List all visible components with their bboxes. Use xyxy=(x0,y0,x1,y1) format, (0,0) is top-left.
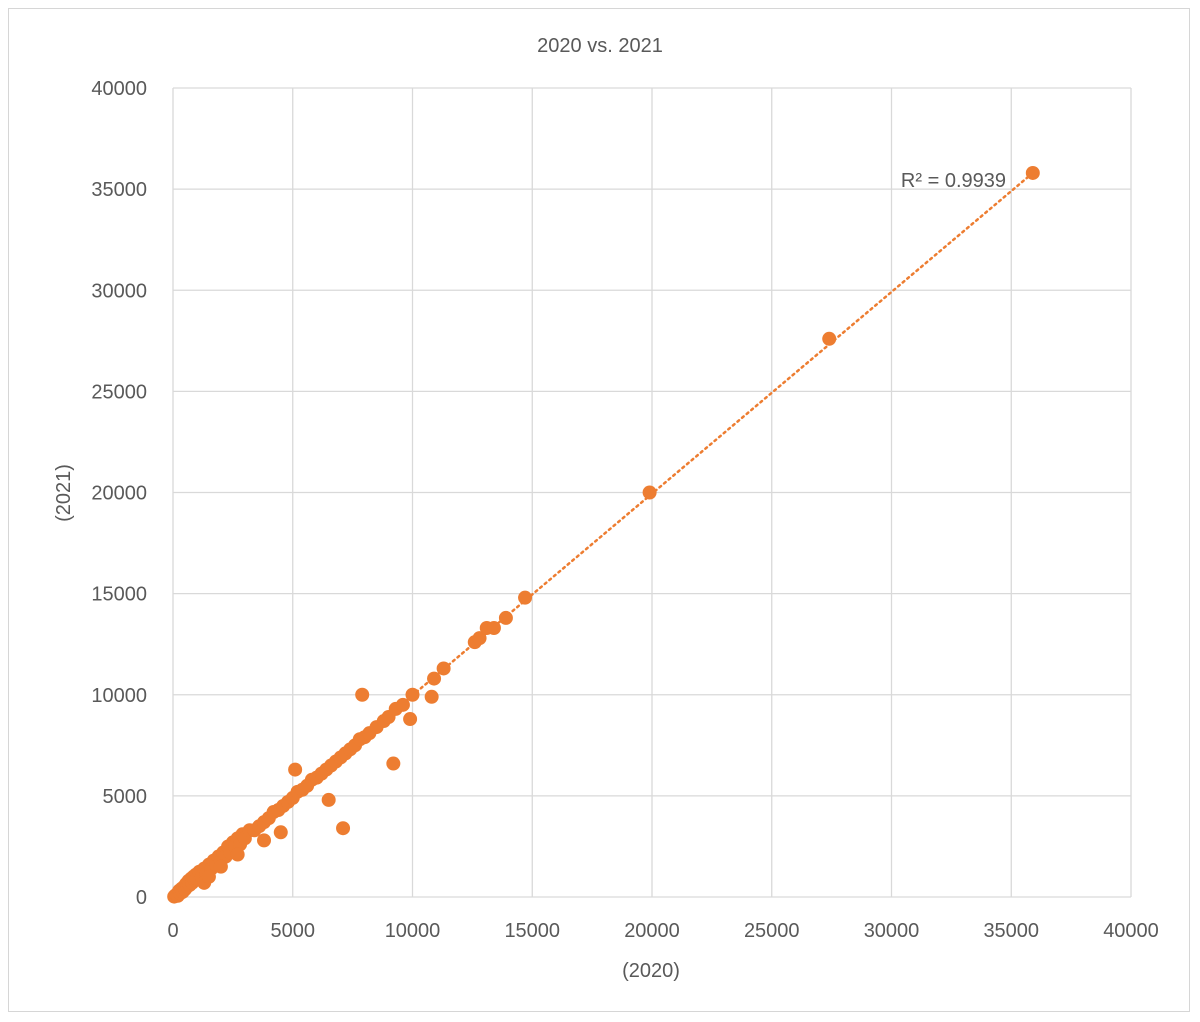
x-tick-label: 30000 xyxy=(864,920,920,942)
data-point xyxy=(472,631,487,646)
y-tick-label: 0 xyxy=(136,887,147,909)
x-tick-label: 20000 xyxy=(624,920,680,942)
x-tick-label: 0 xyxy=(167,920,178,942)
data-point xyxy=(498,610,513,625)
y-tick-label: 40000 xyxy=(91,78,147,100)
data-point xyxy=(257,833,272,848)
data-point xyxy=(486,621,501,636)
x-tick-labels: 0 5000 10000 15000 20000 25000 30000 35000 40000 xyxy=(167,920,1158,942)
data-points xyxy=(167,165,1040,904)
data-point xyxy=(230,847,245,862)
data-point xyxy=(1025,165,1040,180)
y-tick-label: 10000 xyxy=(91,685,147,707)
data-point xyxy=(405,687,420,702)
y-tick-label: 25000 xyxy=(91,381,147,403)
x-tick-label: 5000 xyxy=(271,920,316,942)
data-point xyxy=(336,821,351,836)
r-squared-label: R² = 0.9939 xyxy=(901,170,1006,192)
x-axis-title: (2020) xyxy=(622,960,680,982)
chart-frame xyxy=(8,8,1190,1012)
y-axis-title: (2021) xyxy=(53,464,75,522)
data-point xyxy=(403,712,418,727)
y-tick-label: 15000 xyxy=(91,584,147,606)
data-point xyxy=(288,762,303,777)
data-point xyxy=(386,756,401,771)
y-tick-label: 5000 xyxy=(103,786,148,808)
y-tick-labels: 0 5000 10000 15000 20000 25000 30000 35000 40000 xyxy=(91,78,147,909)
y-tick-label: 20000 xyxy=(91,483,147,505)
y-tick-label: 35000 xyxy=(91,179,147,201)
data-point xyxy=(213,859,228,874)
x-tick-label: 15000 xyxy=(504,920,560,942)
x-tick-label: 40000 xyxy=(1103,920,1159,942)
data-point xyxy=(427,671,442,686)
data-point xyxy=(201,869,216,884)
grid-lines xyxy=(172,87,1132,898)
data-point xyxy=(355,687,370,702)
data-point xyxy=(518,590,533,605)
data-point xyxy=(273,825,288,840)
data-point xyxy=(395,697,410,712)
y-tick-label: 30000 xyxy=(91,280,147,302)
x-tick-label: 35000 xyxy=(983,920,1039,942)
data-point xyxy=(436,661,451,676)
data-point xyxy=(424,689,439,704)
data-point xyxy=(642,485,657,500)
chart-title: 2020 vs. 2021 xyxy=(537,35,663,57)
data-point xyxy=(822,331,837,346)
x-tick-label: 25000 xyxy=(744,920,800,942)
data-point xyxy=(321,792,336,807)
x-tick-label: 10000 xyxy=(385,920,441,942)
